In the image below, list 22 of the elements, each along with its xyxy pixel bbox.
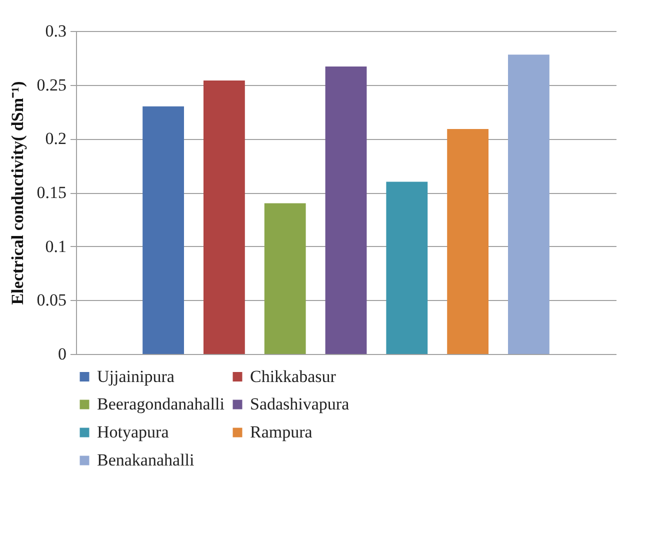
bar (386, 182, 428, 354)
y-tick-label: 0.1 (45, 236, 66, 256)
y-tick-label: 0.2 (45, 129, 66, 148)
y-tick-label: 0.3 (45, 22, 66, 40)
y-axis-title: Electrical conductivity( dSm⁻¹) (8, 81, 27, 305)
bar (447, 128, 489, 354)
y-tick-label: 0 (58, 344, 66, 364)
legend-label: Chikkabasur (250, 366, 336, 386)
bar (142, 106, 184, 354)
legend-label: Hotyapura (97, 422, 170, 442)
bar (508, 54, 550, 354)
legend-label: Sadashivapura (250, 394, 350, 414)
y-tick-label: 0.05 (36, 290, 66, 310)
legend-label: Rampura (250, 422, 313, 442)
y-tick-label: 0.25 (36, 75, 66, 94)
bar (264, 203, 306, 354)
legend-label: Ujjainipura (97, 366, 175, 386)
bar (203, 80, 245, 354)
bar (325, 66, 367, 354)
legend-label: Beeragondanahalli (97, 394, 225, 414)
legend-label: Benakanahalli (97, 450, 195, 470)
y-tick-label: 0.15 (36, 183, 66, 202)
